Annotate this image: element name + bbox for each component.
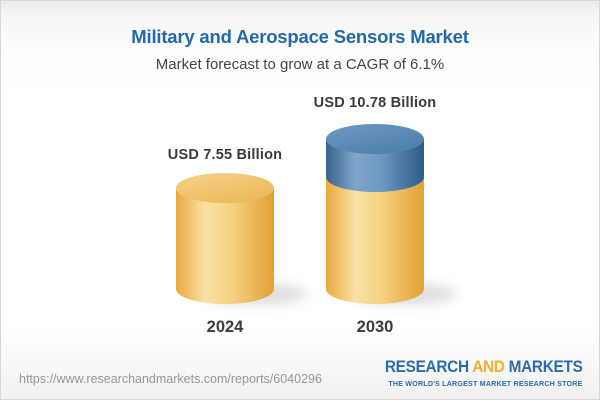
bar-2030-base-segment xyxy=(326,177,424,304)
chart-subtitle: Market forecast to grow at a CAGR of 6.1… xyxy=(155,56,445,73)
value-label-2030: USD 10.78 Billion xyxy=(313,95,437,111)
bar-2024-cylinder xyxy=(176,173,274,304)
report-url: https://www.researchandmarkets.com/repor… xyxy=(19,372,322,386)
page-title: Military and Aerospace Sensors Market xyxy=(131,26,469,47)
bar-2024-top-face xyxy=(176,173,274,203)
research-and-markets-logo: RESEARCH AND MARKETS THE WORLD'S LARGEST… xyxy=(370,358,583,388)
logo-tagline: THE WORLD'S LARGEST MARKET RESEARCH STOR… xyxy=(388,379,583,388)
category-label-2030: 2030 xyxy=(356,318,394,336)
logo-wordmark: RESEARCH AND MARKETS xyxy=(385,358,583,377)
category-label-2024: 2024 xyxy=(206,318,244,336)
logo-word-markets: MARKETS xyxy=(509,358,583,376)
bar-2030-growth-segment xyxy=(326,139,424,192)
logo-word-research: RESEARCH xyxy=(385,358,470,376)
bar-2024-body xyxy=(176,188,274,304)
logo-word-and: AND xyxy=(472,358,506,376)
bar-2030-cylinder xyxy=(326,124,424,304)
bar-2030-top-face xyxy=(326,124,424,154)
value-label-2024: USD 7.55 Billion xyxy=(167,147,283,163)
